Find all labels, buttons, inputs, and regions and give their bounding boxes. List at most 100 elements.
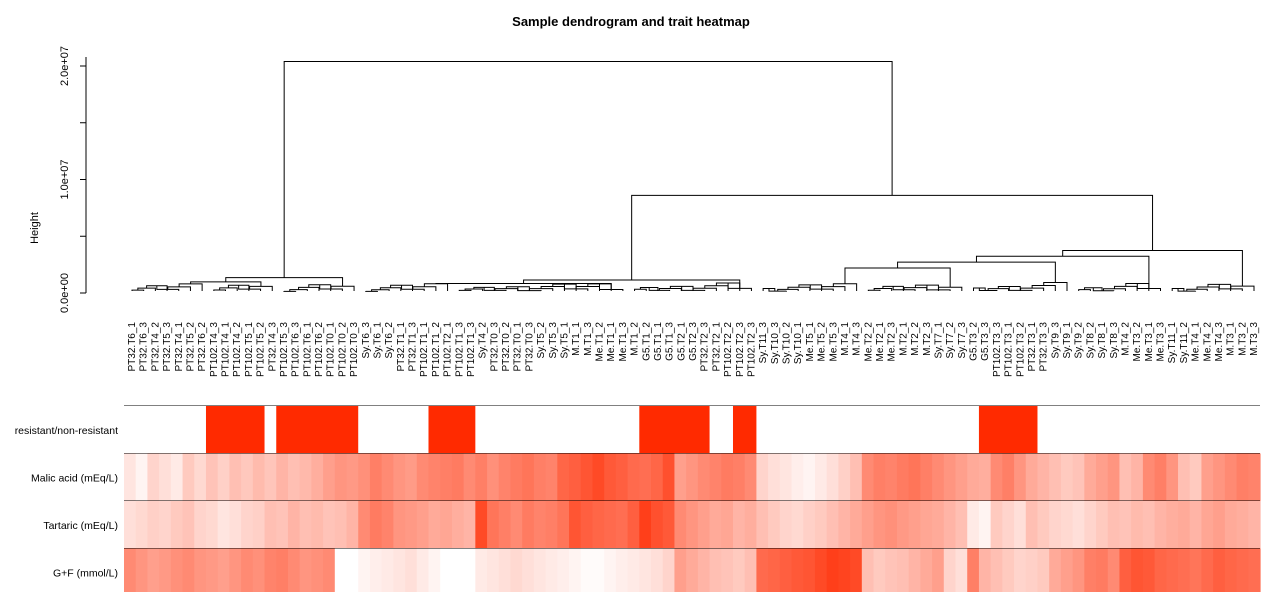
sample-label: Sy.T9_2 [1074,322,1085,359]
heatmap-cell [287,453,301,501]
heatmap-cell [533,501,547,549]
heatmap-cell [803,406,816,454]
heatmap-cell [1236,501,1249,549]
heatmap-cell [1224,548,1238,592]
heatmap-cell [170,406,184,454]
heatmap-cell [1107,406,1121,454]
heatmap-cell [1096,406,1109,454]
sample-label: PT32.T0_3 [489,322,500,372]
sample-label: Me.T1_1 [606,322,617,362]
sample-label: PT32.T0_3 [524,322,535,372]
heatmap-cell [311,548,324,592]
heatmap-cell [533,453,547,501]
heatmap-cell [545,453,558,501]
heatmap-cell [651,453,664,501]
heatmap-cell [1213,453,1226,501]
heatmap-cell [393,501,406,549]
heatmap-cell [545,501,558,549]
heatmap-cell [416,406,430,454]
heatmap-cell [369,501,383,549]
heatmap-cell [639,501,652,549]
heatmap-cell [182,548,195,592]
heatmap-cell [381,501,394,549]
sample-label: M.T4_3 [852,322,863,356]
dendrogram-link [458,289,472,291]
heatmap-cell [686,501,699,549]
heatmap-cell [1119,501,1132,549]
heatmap-cell [615,548,629,592]
heatmap-cell [1072,548,1085,592]
heatmap-cell [967,453,980,501]
sample-label: Me.T4_2 [1202,322,1213,362]
heatmap-cell [229,406,242,454]
heatmap-cell [1201,406,1214,454]
heatmap-cell [1166,453,1179,501]
heatmap-cell [463,453,476,501]
heatmap-cell [1142,453,1156,501]
dendrogram-link [137,287,156,291]
heatmap-cell [217,501,231,549]
sample-label: PT32.T3_3 [1039,322,1050,372]
heatmap-cell [744,453,758,501]
heatmap-cell [147,453,160,501]
heatmap-cell [674,406,687,454]
sample-label: PT102.T1_3 [466,322,477,377]
heatmap-cell [194,453,207,501]
heatmap-cell [978,453,992,501]
heatmap-cell [159,406,172,454]
heatmap-cell [1107,548,1121,592]
heatmap-cell [217,453,231,501]
heatmap-cell [323,501,336,549]
heatmap-cell [205,501,219,549]
heatmap-cell [194,501,207,549]
sample-label: PT102.T3_2 [1015,322,1026,377]
dendrogram-link [873,288,893,291]
sample-label: G5.T3_3 [980,322,991,361]
heatmap-cell [475,453,488,501]
heatmap-cell [463,501,476,549]
heatmap-cell [1224,453,1238,501]
heatmap-cell [182,406,195,454]
sample-label: Me.T5_3 [828,322,839,362]
heatmap-cell [1142,501,1156,549]
heatmap-cell [487,453,500,501]
sample-label: PT102.T1_1 [419,322,430,377]
heatmap-cell [697,453,711,501]
heatmap-cell [920,548,933,592]
heatmap-cell [557,453,570,501]
heatmap-cell [498,501,512,549]
heatmap-cell [592,453,605,501]
heatmap-cell [416,548,430,592]
sample-label: PT102.T6_2 [314,322,325,377]
heatmap-cell [967,501,980,549]
heatmap-cell [323,406,336,454]
heatmap-cell [744,406,758,454]
heatmap-cell [1014,501,1027,549]
heatmap-cell [639,548,652,592]
heatmap-cell [405,406,418,454]
heatmap-cell [955,406,968,454]
heatmap-cell [1131,453,1144,501]
dendrogram-link [1043,282,1068,291]
heatmap-cell [1178,501,1191,549]
heatmap-cell [732,501,746,549]
sample-label: PT32.T1_1 [396,322,407,372]
heatmap-cell [1189,548,1203,592]
heatmap-cell [1002,406,1015,454]
dendrogram-link [464,288,484,291]
heatmap-cell [1096,453,1109,501]
sample-label: Sy.T10_3 [770,322,781,364]
heatmap-cell [205,453,219,501]
heatmap-cell [346,548,359,592]
heatmap-cell [1213,501,1226,549]
heatmap-cell [1224,406,1238,454]
heatmap-cell [686,406,699,454]
heatmap-cell [580,501,594,549]
heatmap-cell [147,501,160,549]
heatmap-cell [978,406,992,454]
heatmap-cell [276,548,289,592]
heatmap-cell [487,501,500,549]
sample-label: Sy.T6_2 [384,322,395,359]
heatmap-cell [557,406,570,454]
